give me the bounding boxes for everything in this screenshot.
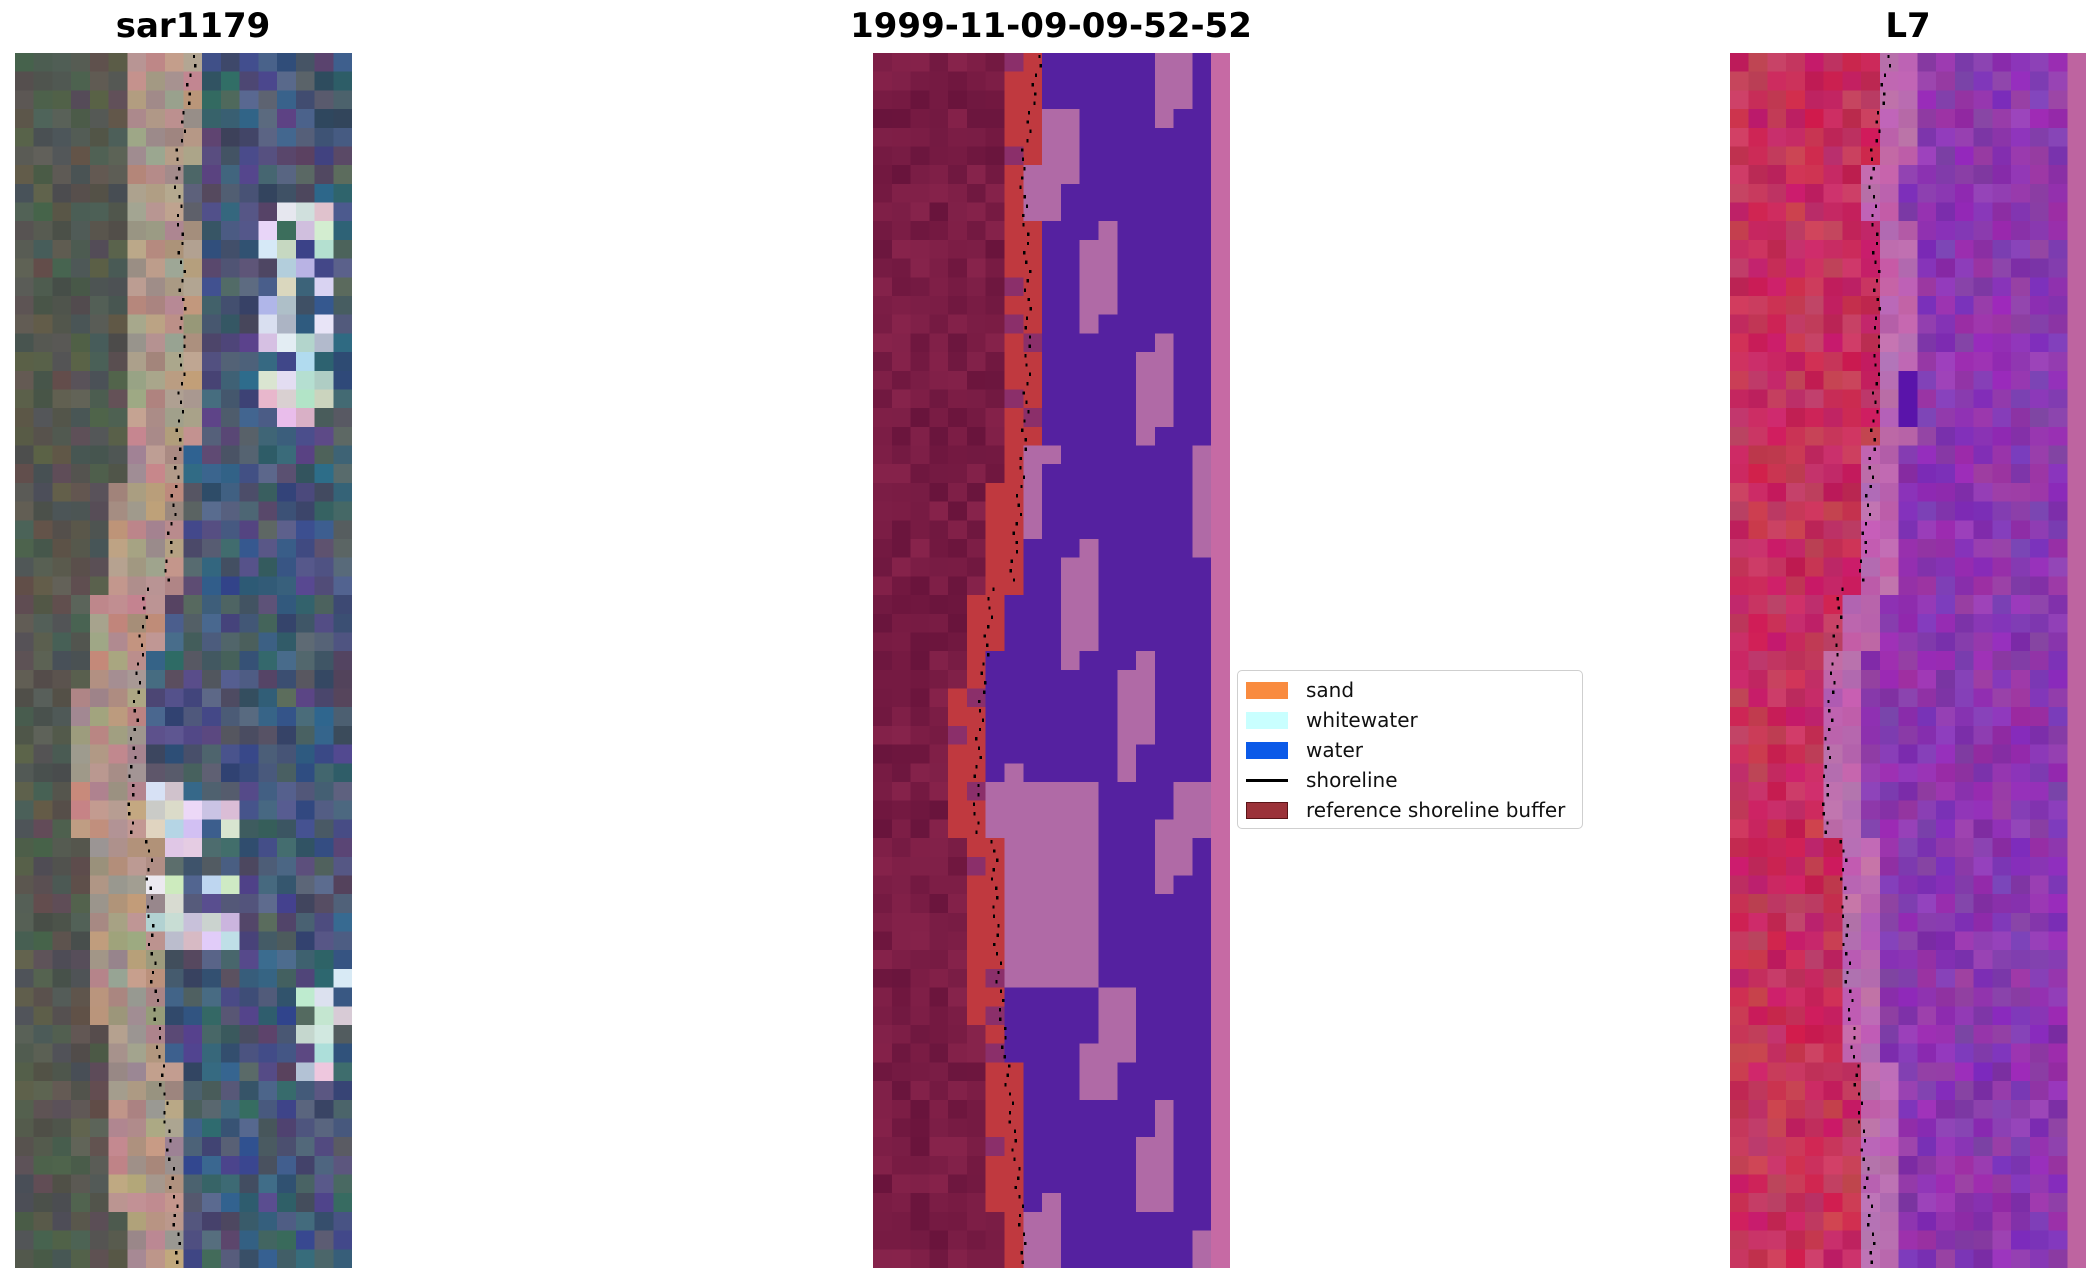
classified-image-panel xyxy=(873,53,1230,1268)
falsecolor-satellite-image xyxy=(1730,53,2086,1268)
legend-label: whitewater xyxy=(1306,708,1418,732)
shoreline-dots xyxy=(972,54,1042,1264)
legend-item-reference-shoreline-buffer: reference shoreline buffer xyxy=(1246,798,1566,822)
classified-pixels xyxy=(873,53,1230,1268)
legend-item-whitewater: whitewater xyxy=(1246,708,1418,732)
buffer-swatch xyxy=(1246,801,1288,819)
legend-item-sand: sand xyxy=(1246,678,1355,702)
shoreline-dots xyxy=(127,54,197,1264)
legend-label: shoreline xyxy=(1306,768,1398,792)
legend-label: sand xyxy=(1306,678,1355,702)
legend-label: reference shoreline buffer xyxy=(1306,798,1566,822)
rgb-pixels xyxy=(15,53,352,1268)
falsecolor-pixels xyxy=(1730,53,2086,1268)
whitewater-swatch xyxy=(1246,711,1288,729)
shoreline-dots xyxy=(1822,54,1892,1264)
panel-title-classified: 1999-11-09-09-52-52 xyxy=(850,6,1252,46)
rgb-image-panel xyxy=(15,53,352,1268)
legend: sand whitewater water shoreline referenc… xyxy=(1237,670,1583,829)
legend-item-water: water xyxy=(1246,738,1363,762)
legend-label: water xyxy=(1306,738,1363,762)
rgb-satellite-image xyxy=(15,53,352,1268)
classified-satellite-image xyxy=(873,53,1230,1268)
sand-swatch xyxy=(1246,681,1288,699)
falsecolor-image-panel xyxy=(1730,53,2086,1268)
shoreline-line-swatch xyxy=(1246,778,1288,782)
panel-title-rgb: sar1179 xyxy=(115,6,271,46)
water-swatch xyxy=(1246,741,1288,759)
panel-title-falsecolor: L7 xyxy=(1885,6,1931,46)
legend-item-shoreline: shoreline xyxy=(1246,768,1398,792)
